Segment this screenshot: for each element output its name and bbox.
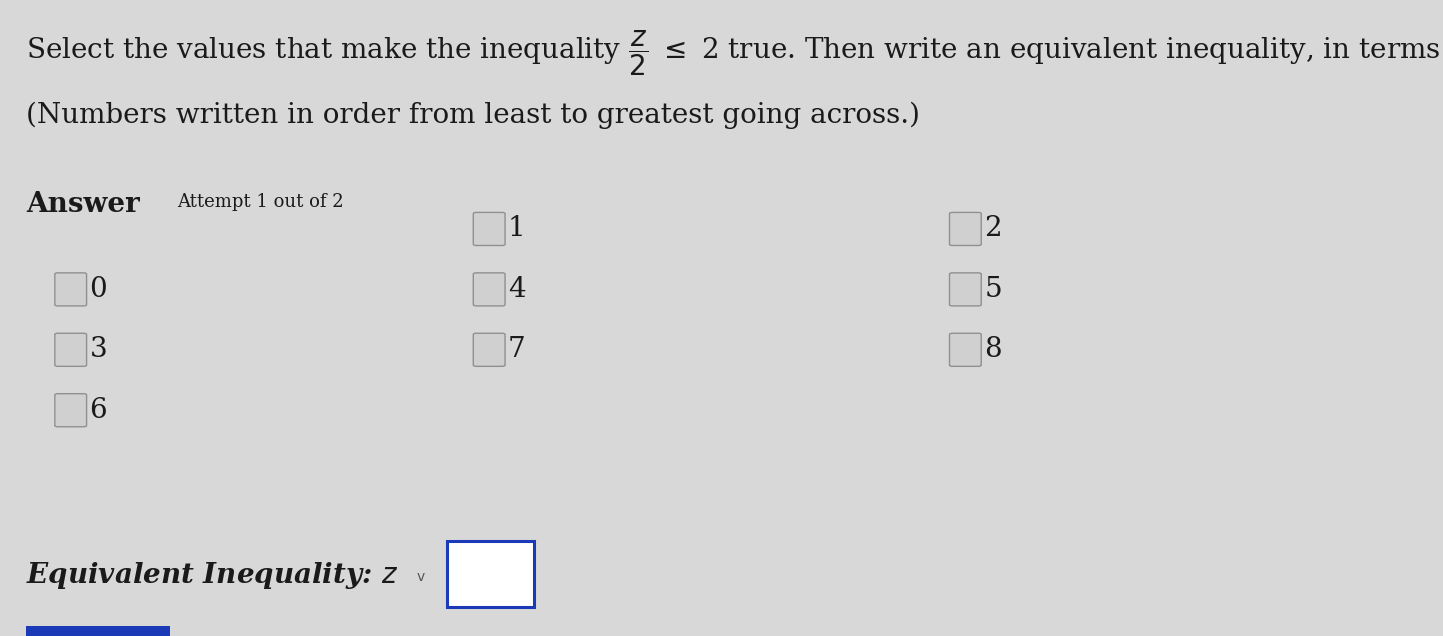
Text: Select the values that make the inequality $\dfrac{z}{2}$ $\leq$ 2 true. Then wr: Select the values that make the inequali…	[26, 29, 1443, 78]
Text: 4: 4	[508, 276, 525, 303]
Text: 2: 2	[984, 216, 1001, 242]
FancyBboxPatch shape	[473, 333, 505, 366]
Bar	[447, 541, 534, 607]
FancyBboxPatch shape	[55, 273, 87, 306]
FancyBboxPatch shape	[949, 333, 981, 366]
Text: (Numbers written in order from least to greatest going across.): (Numbers written in order from least to …	[26, 102, 921, 129]
Text: 8: 8	[984, 336, 1001, 363]
Text: v: v	[417, 570, 426, 584]
FancyBboxPatch shape	[473, 273, 505, 306]
Text: 7: 7	[508, 336, 525, 363]
Text: 1: 1	[508, 216, 525, 242]
Text: Answer: Answer	[26, 191, 140, 218]
FancyBboxPatch shape	[55, 333, 87, 366]
FancyBboxPatch shape	[949, 212, 981, 245]
FancyBboxPatch shape	[55, 394, 87, 427]
Text: Equivalent Inequality: $z$: Equivalent Inequality: $z$	[26, 560, 398, 591]
Text: 6: 6	[89, 397, 107, 424]
Text: 0: 0	[89, 276, 107, 303]
Text: Attempt 1 out of 2: Attempt 1 out of 2	[177, 193, 343, 211]
Text: 3: 3	[89, 336, 107, 363]
Text: 5: 5	[984, 276, 1001, 303]
Bar	[26, 626, 170, 636]
FancyBboxPatch shape	[473, 212, 505, 245]
FancyBboxPatch shape	[949, 273, 981, 306]
